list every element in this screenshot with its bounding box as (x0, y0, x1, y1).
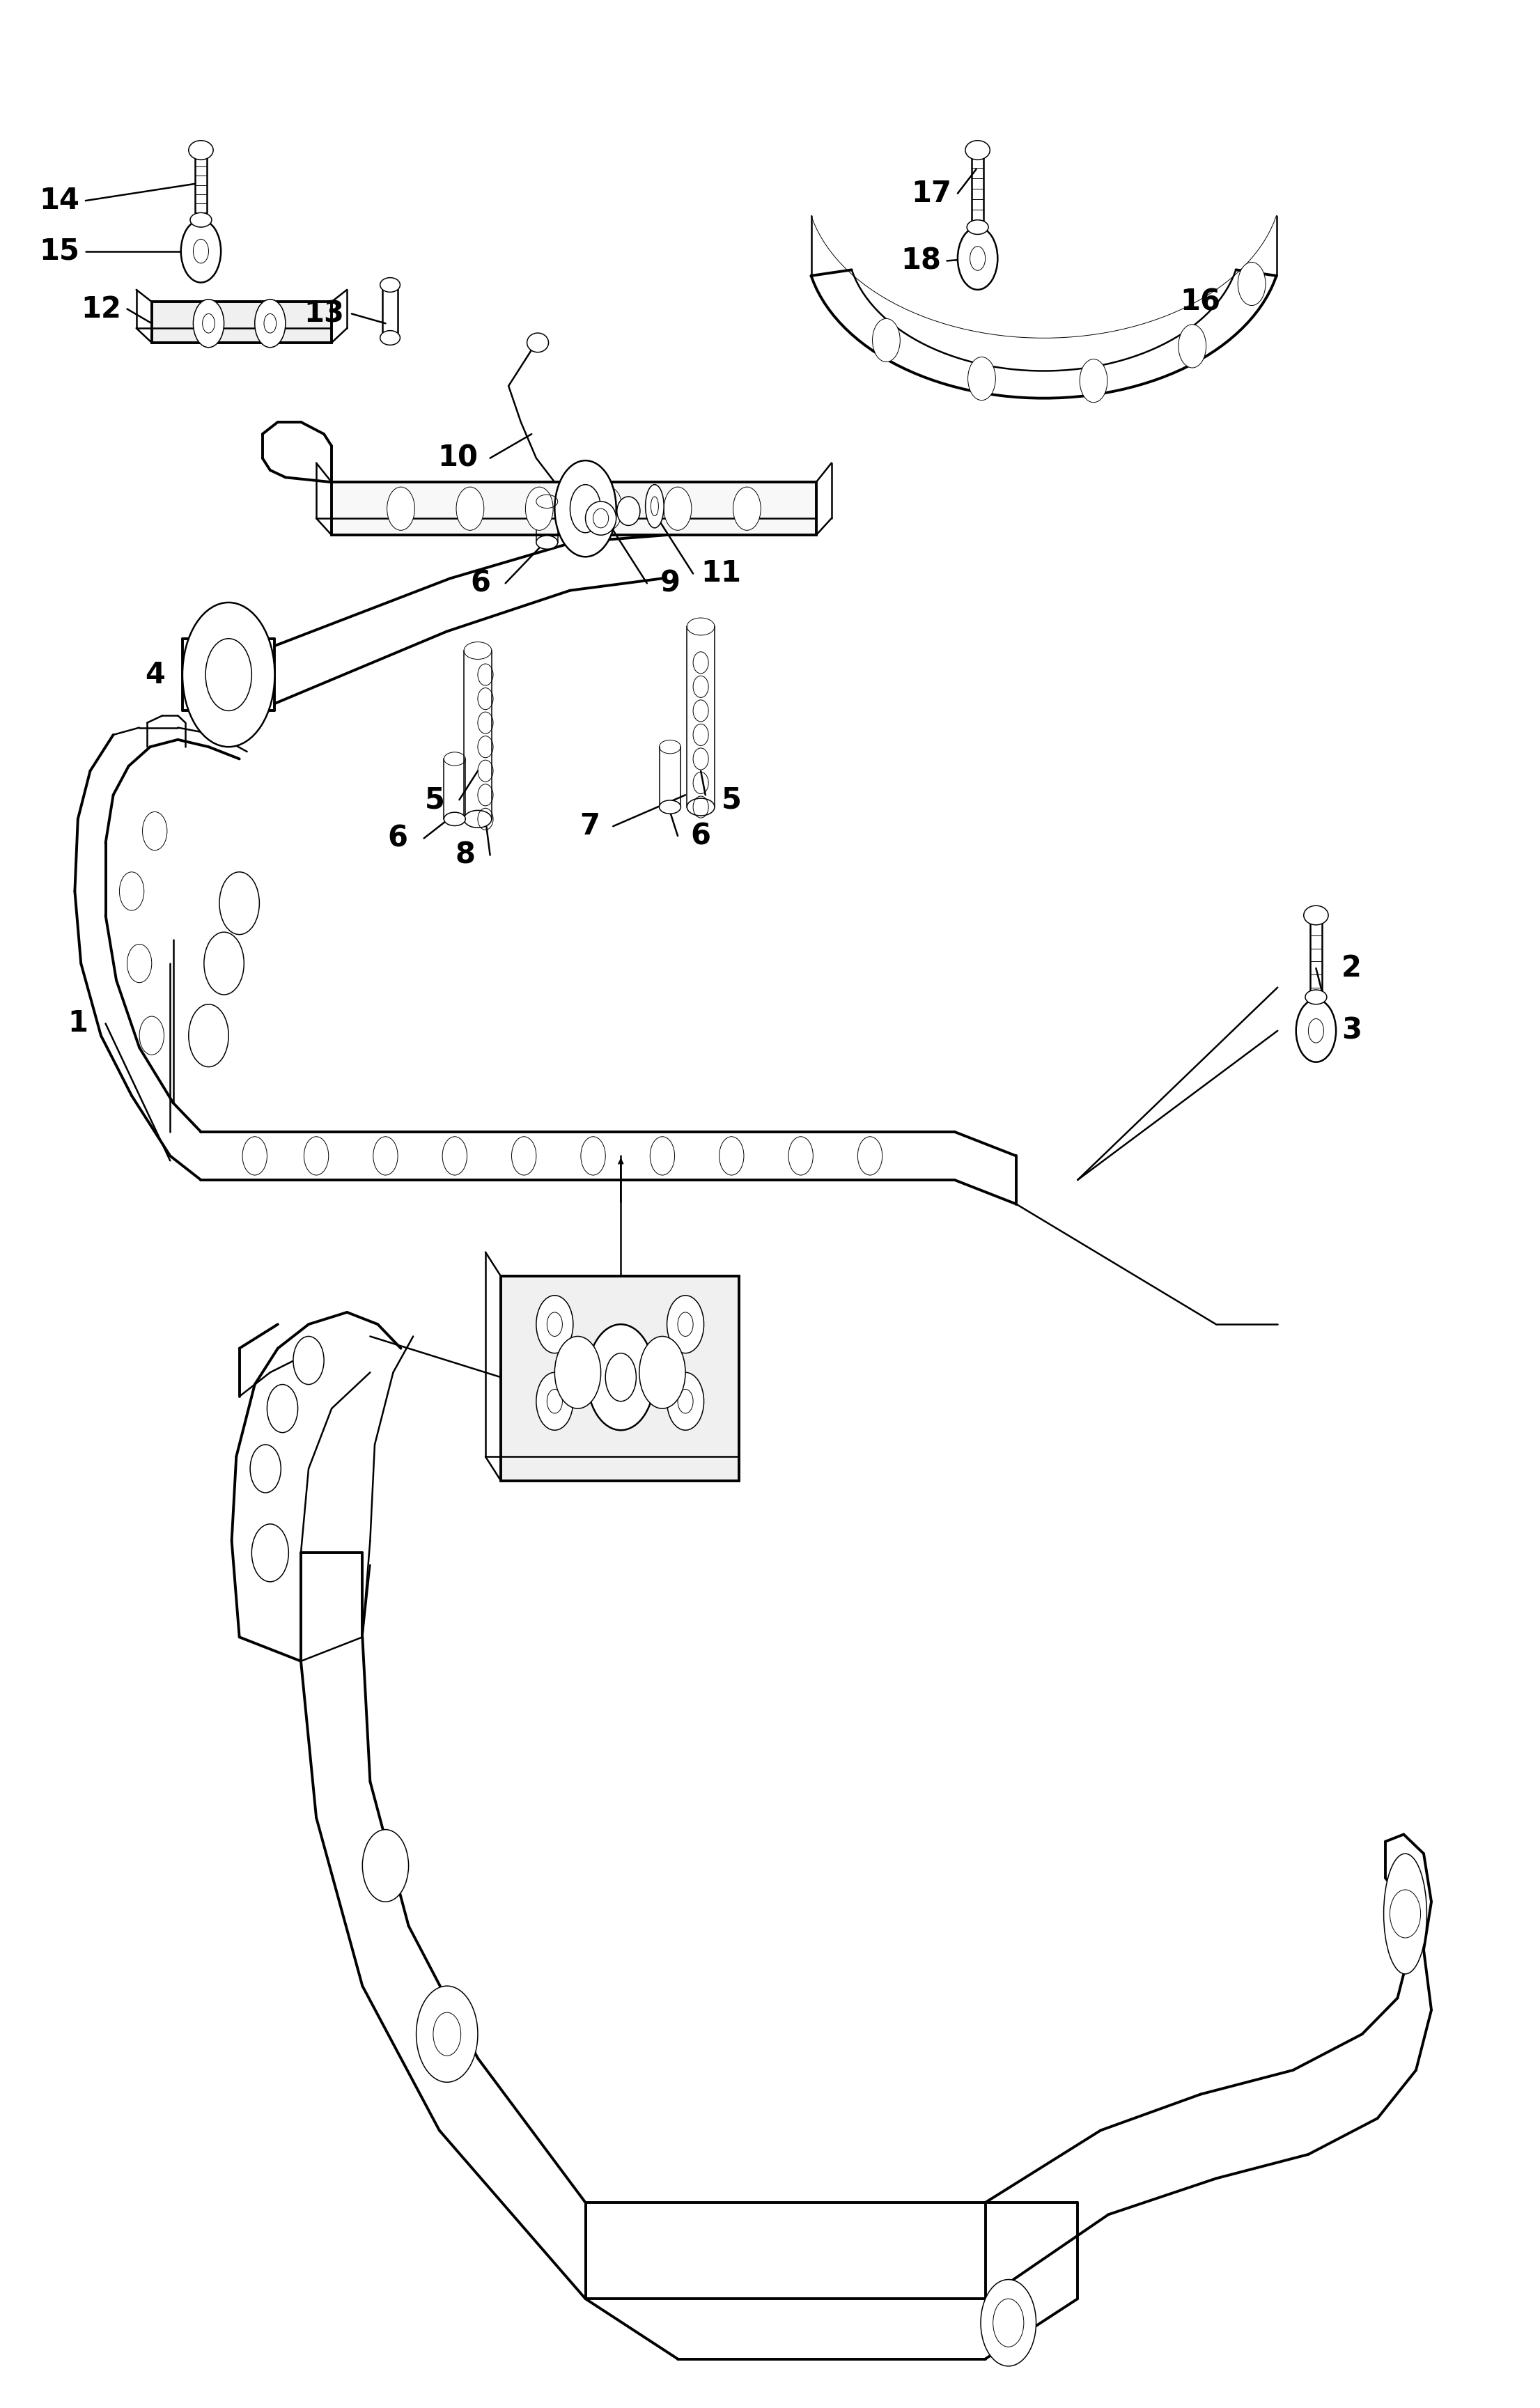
Ellipse shape (585, 501, 616, 535)
Circle shape (254, 299, 285, 347)
Circle shape (719, 1137, 744, 1175)
Polygon shape (331, 482, 816, 535)
Circle shape (293, 1336, 323, 1385)
Circle shape (1080, 359, 1107, 402)
Circle shape (525, 486, 553, 530)
Circle shape (536, 1373, 573, 1430)
Ellipse shape (659, 799, 681, 814)
Circle shape (143, 811, 166, 850)
Text: 14: 14 (39, 185, 80, 214)
Polygon shape (152, 301, 331, 342)
Circle shape (242, 1137, 266, 1175)
Circle shape (858, 1137, 882, 1175)
Circle shape (536, 1296, 573, 1353)
Ellipse shape (444, 811, 465, 826)
Circle shape (667, 1373, 704, 1430)
Text: 16: 16 (1181, 287, 1221, 315)
Circle shape (639, 1336, 685, 1409)
Ellipse shape (380, 330, 400, 344)
Text: 17: 17 (912, 178, 952, 207)
Text: 7: 7 (581, 811, 601, 840)
Ellipse shape (1304, 905, 1329, 925)
Circle shape (362, 1830, 408, 1902)
Ellipse shape (618, 496, 641, 525)
Text: 8: 8 (456, 840, 476, 869)
Circle shape (180, 219, 220, 282)
Text: 6: 6 (690, 821, 711, 850)
Text: 4: 4 (145, 660, 165, 689)
Ellipse shape (967, 219, 989, 234)
Circle shape (303, 1137, 328, 1175)
Circle shape (664, 486, 691, 530)
Ellipse shape (1306, 990, 1327, 1004)
Polygon shape (501, 1276, 739, 1481)
Ellipse shape (966, 140, 990, 159)
Text: 5: 5 (722, 785, 742, 814)
Circle shape (958, 226, 998, 289)
Circle shape (416, 1987, 477, 2083)
Text: 2: 2 (1341, 954, 1361, 982)
Circle shape (1238, 262, 1266, 306)
Circle shape (650, 1137, 675, 1175)
Text: 1: 1 (68, 1009, 88, 1038)
Ellipse shape (536, 535, 557, 549)
Text: 10: 10 (437, 443, 477, 472)
Circle shape (266, 1385, 297, 1433)
Text: 18: 18 (901, 246, 941, 275)
Ellipse shape (188, 140, 213, 159)
Circle shape (203, 932, 243, 995)
Circle shape (387, 486, 414, 530)
Circle shape (1297, 999, 1337, 1062)
Text: 13: 13 (303, 299, 343, 327)
Text: 9: 9 (661, 568, 681, 597)
Text: 5: 5 (425, 785, 445, 814)
Text: 12: 12 (80, 294, 122, 323)
Circle shape (594, 486, 622, 530)
Text: 3: 3 (1341, 1016, 1361, 1045)
Text: 15: 15 (39, 236, 80, 265)
Text: 11: 11 (701, 559, 741, 588)
Ellipse shape (1383, 1854, 1426, 1975)
Ellipse shape (464, 811, 491, 828)
Circle shape (554, 1336, 601, 1409)
Ellipse shape (527, 332, 548, 352)
Circle shape (120, 872, 145, 910)
Circle shape (554, 460, 616, 556)
Circle shape (981, 2280, 1036, 2367)
Circle shape (788, 1137, 813, 1175)
Circle shape (219, 872, 259, 934)
Ellipse shape (189, 212, 211, 226)
Circle shape (249, 1445, 280, 1493)
Circle shape (373, 1137, 397, 1175)
Circle shape (140, 1016, 163, 1055)
Circle shape (1178, 325, 1206, 368)
Ellipse shape (645, 484, 664, 527)
Text: 6: 6 (388, 824, 408, 852)
Circle shape (128, 944, 152, 982)
Circle shape (251, 1524, 288, 1582)
Circle shape (456, 486, 484, 530)
Circle shape (733, 486, 761, 530)
Text: 6: 6 (471, 568, 491, 597)
Ellipse shape (380, 277, 400, 291)
Circle shape (667, 1296, 704, 1353)
Circle shape (967, 356, 995, 400)
Circle shape (442, 1137, 467, 1175)
Circle shape (182, 602, 274, 746)
Circle shape (873, 318, 899, 361)
Circle shape (581, 1137, 605, 1175)
Circle shape (587, 1324, 654, 1430)
Ellipse shape (687, 799, 715, 816)
Circle shape (511, 1137, 536, 1175)
Circle shape (192, 299, 223, 347)
Circle shape (188, 1004, 228, 1067)
